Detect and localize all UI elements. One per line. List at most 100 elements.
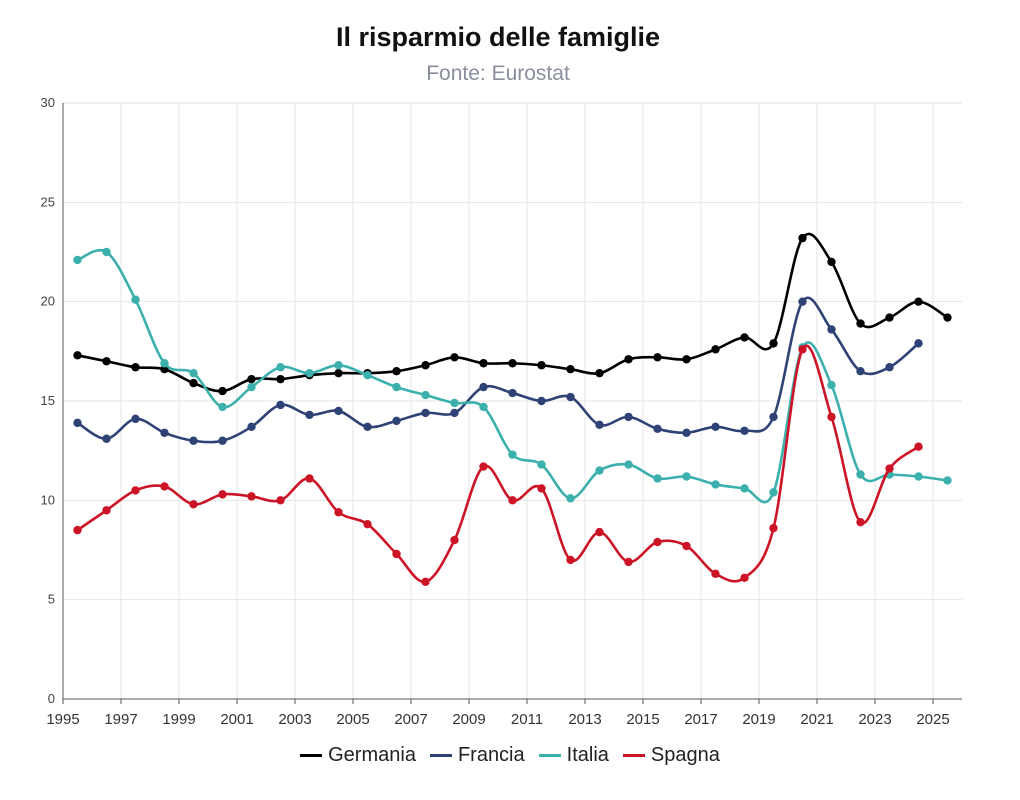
legend-swatch-germania [300,754,323,757]
data-point-italia [189,368,198,378]
x-tick-label: 2013 [568,711,601,728]
data-point-germania [885,313,894,322]
data-point-italia [740,484,749,493]
data-point-francia [218,436,227,445]
data-point-spagna [479,462,488,471]
data-point-italia [595,466,604,475]
data-point-spagna [914,442,923,451]
x-tick-label: 1997 [104,711,137,728]
legend-swatch-italia [538,754,561,757]
data-point-germania [537,361,546,370]
data-point-francia [305,410,314,420]
data-point-francia [73,418,82,428]
data-point-italia [160,359,169,368]
y-tick-label: 5 [48,592,55,607]
data-point-spagna [711,569,720,579]
data-point-spagna [740,573,749,583]
x-tick-label: 2011 [511,711,543,728]
data-point-spagna [682,541,691,551]
x-tick-label: 2009 [452,711,485,728]
y-tick-label: 15 [41,393,55,408]
x-tick-label: 2017 [684,711,717,728]
data-point-spagna [160,482,169,491]
data-point-germania [595,368,604,378]
data-point-spagna [537,484,546,493]
data-point-spagna [508,496,517,505]
series-line-spagna [76,344,920,584]
data-point-germania [247,374,256,384]
data-point-spagna [653,537,662,547]
data-point-francia [160,428,169,437]
x-tick-label: 2023 [858,711,891,728]
data-point-francia [421,408,430,418]
data-point-italia [276,363,285,372]
data-point-germania [566,365,575,374]
data-point-francia [769,412,778,422]
data-point-italia [624,460,633,469]
data-point-spagna [827,412,836,422]
data-point-germania [334,368,343,378]
data-point-spagna [102,506,111,515]
data-point-italia [566,494,575,503]
x-tick-label: 2007 [394,711,427,728]
series-line-francia [76,296,920,444]
data-point-italia [363,370,372,380]
data-point-spagna [566,555,575,565]
x-tick-label: 2005 [336,711,369,728]
x-tick-label: 2003 [278,711,311,728]
data-point-spagna [624,557,633,567]
data-point-francia [392,416,401,426]
x-tick-label: 2025 [916,711,949,728]
x-tick-label: 2019 [742,711,775,728]
data-point-italia [131,295,140,304]
legend-swatch-spagna [622,754,645,757]
data-point-francia [624,412,633,422]
x-tick-label: 1995 [46,711,79,728]
data-point-spagna [189,500,198,509]
data-point-italia [479,402,488,412]
y-tick-label: 25 [41,194,55,209]
legend-item-spagna: Spagna [622,744,720,767]
data-point-francia [276,400,285,410]
data-point-germania [769,339,778,348]
x-tick-label: 2001 [220,711,253,728]
x-tick-label: 1999 [162,711,195,728]
legend-label-francia: Francia [457,744,525,766]
legend-label-italia: Italia [566,744,609,766]
data-point-spagna [131,486,140,495]
data-point-italia [73,255,82,265]
legend-label-germania: Germania [328,744,416,766]
data-point-italia [827,380,836,390]
chart-subtitle: Fonte: Eurostat [426,62,570,85]
data-point-francia [189,436,198,445]
data-point-spagna [305,474,314,483]
data-point-germania [653,353,662,362]
data-point-italia [102,247,111,257]
data-point-francia [885,363,894,372]
data-point-germania [914,297,923,306]
data-point-francia [595,420,604,430]
data-point-spagna [363,519,372,529]
data-point-germania [450,353,459,362]
data-point-spagna [247,492,256,501]
data-point-spagna [856,517,865,527]
chart-title: Il risparmio delle famiglie [335,22,661,52]
legend-item-italia: Italia [538,744,609,767]
data-point-italia [769,488,778,497]
data-point-francia [363,422,372,432]
data-point-italia [711,480,720,489]
data-point-germania [827,257,836,267]
data-point-italia [537,460,546,469]
data-point-spagna [595,527,604,537]
data-point-spagna [218,490,227,499]
legend-item-germania: Germania [300,744,416,767]
data-point-italia [943,476,952,485]
data-point-italia [682,472,691,481]
data-point-francia [798,297,807,306]
legend-label-spagna: Spagna [650,744,720,766]
data-point-germania [943,313,952,322]
data-point-germania [682,355,691,364]
data-point-francia [566,392,575,402]
data-point-germania [218,386,227,396]
